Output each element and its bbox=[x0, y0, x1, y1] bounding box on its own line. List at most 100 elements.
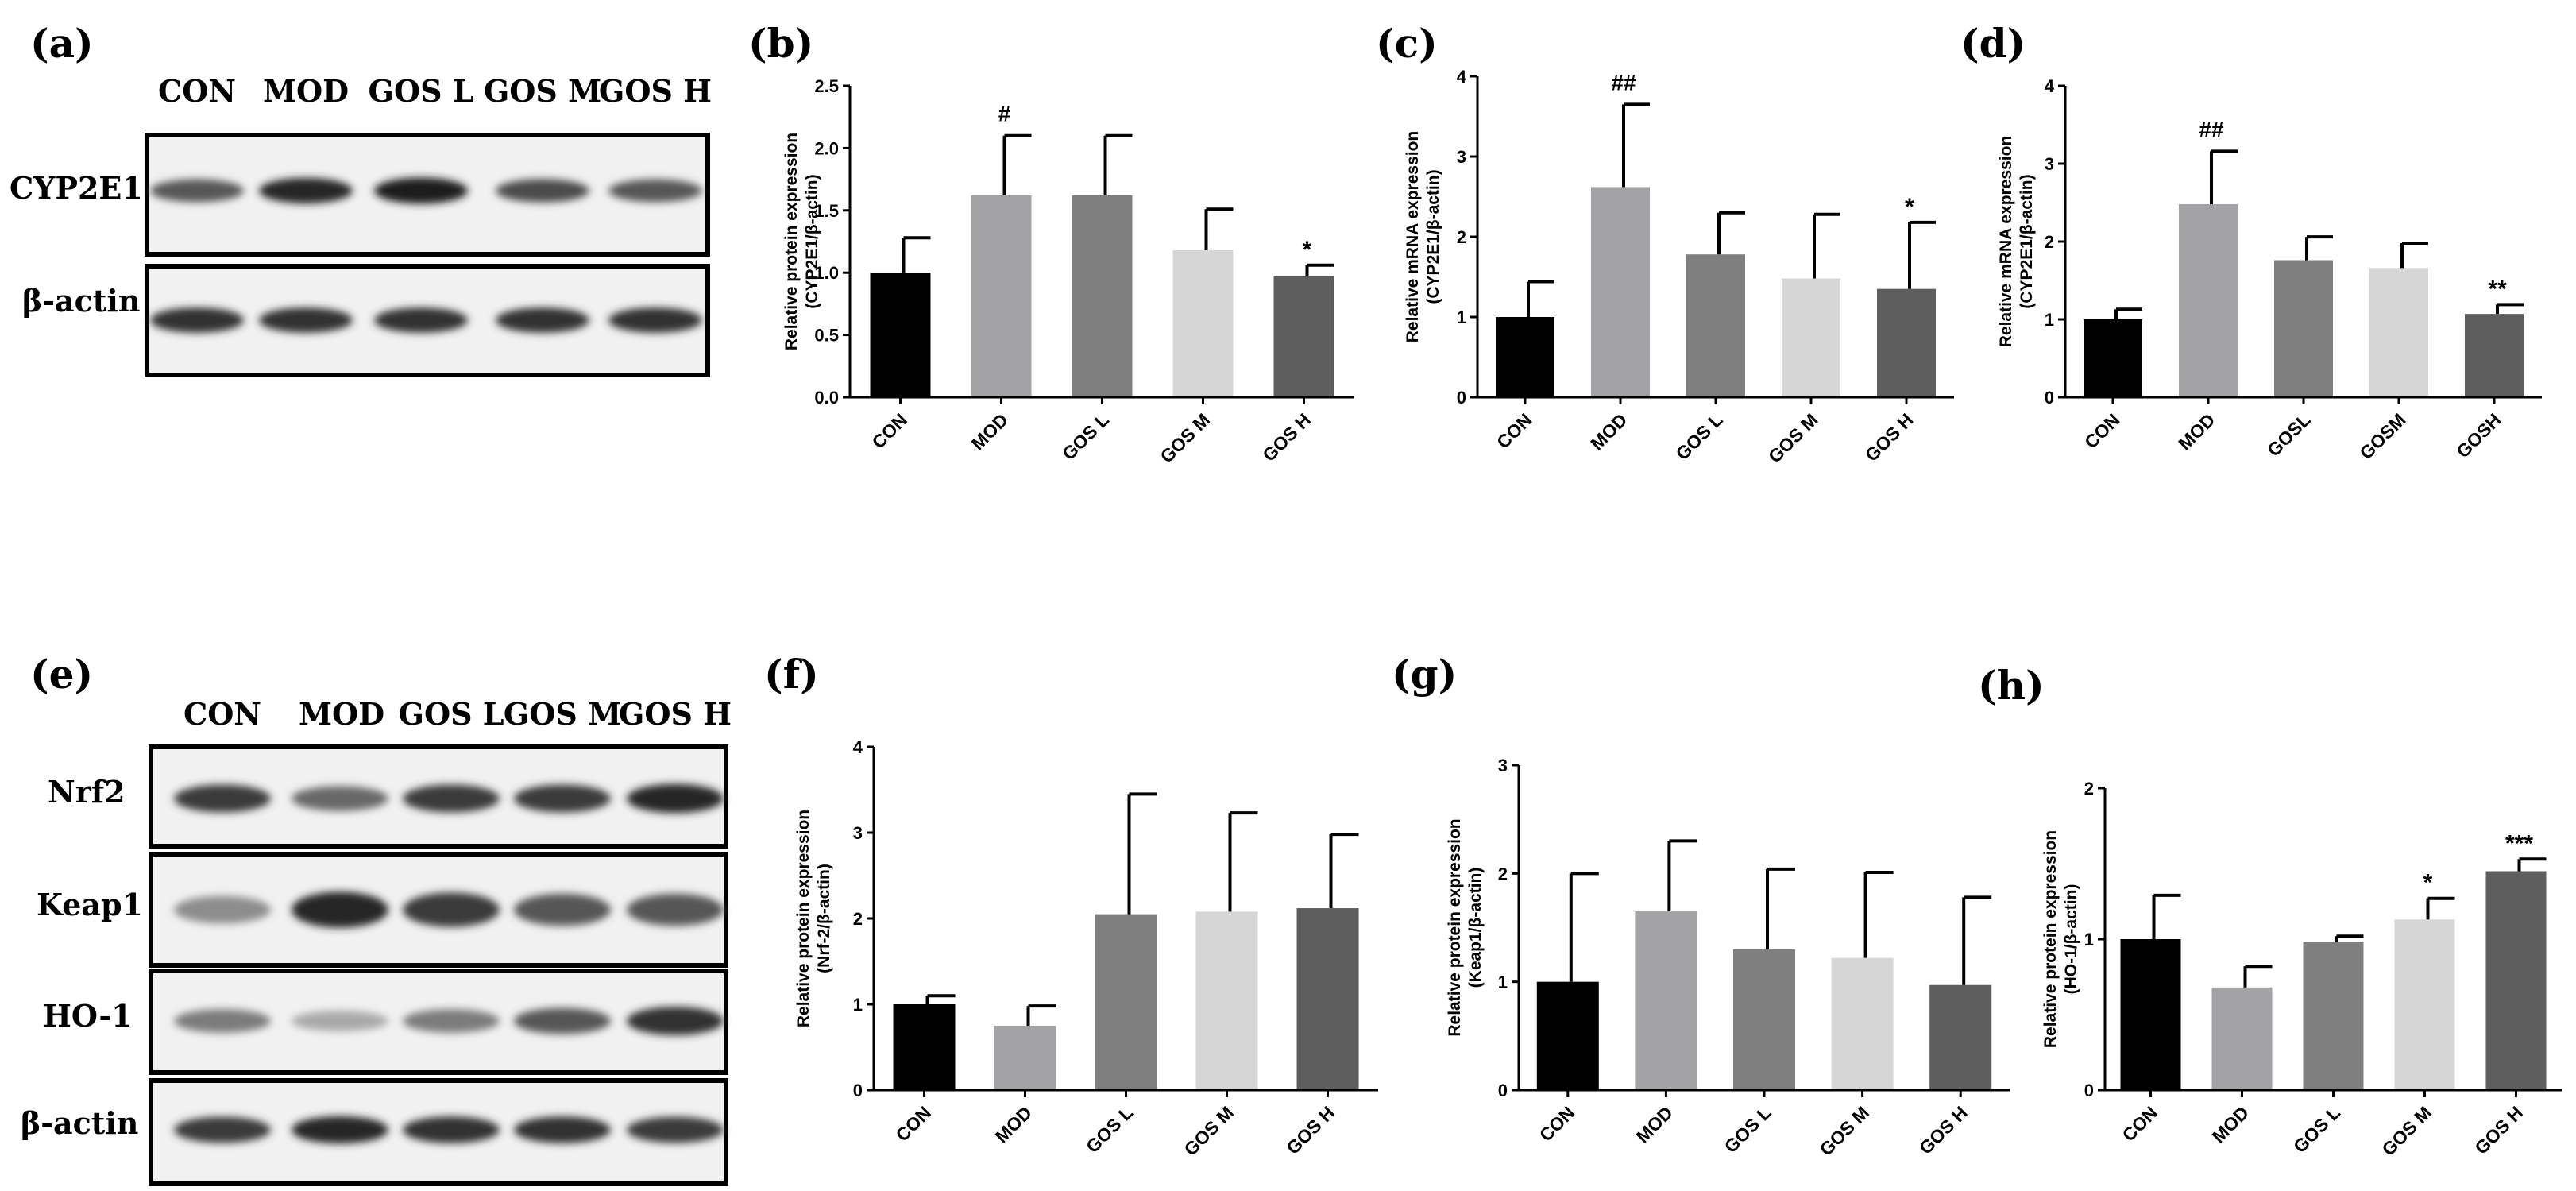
y-tick-label: 3 bbox=[1498, 756, 1508, 775]
x-tick-label: GOS M bbox=[1816, 1102, 1874, 1160]
bar bbox=[1929, 984, 1992, 1090]
bar bbox=[1072, 195, 1133, 397]
y-axis-title: (Nrf-2/β-actin) bbox=[815, 864, 833, 973]
bar bbox=[1296, 908, 1359, 1090]
x-tick-label: GOS M bbox=[1764, 409, 1822, 467]
bar bbox=[1782, 278, 1840, 397]
blot-band bbox=[174, 784, 271, 813]
x-tick-label: MOD bbox=[967, 409, 1012, 454]
chart-panel-c: (c) ## * 0 1 2 3 4 CON MOD GOS L GOS M GOS H Relative… bbox=[1376, 20, 1954, 467]
blot-band bbox=[608, 307, 702, 333]
blot-e-lane-label: GOS L bbox=[399, 696, 504, 732]
x-tick-label: GOS L bbox=[1672, 409, 1727, 464]
blot-row-label: β-actin bbox=[21, 1105, 138, 1141]
blot-band bbox=[150, 179, 244, 203]
bar bbox=[870, 273, 931, 397]
significance-label: ## bbox=[2199, 117, 2224, 141]
y-tick-label: 1.5 bbox=[814, 201, 839, 221]
blot-row-label: CYP2E1 bbox=[10, 170, 143, 206]
bar bbox=[2485, 871, 2547, 1090]
blot-e-lane-labels: CON MOD GOS L GOS M GOS H bbox=[183, 696, 732, 732]
y-axis-title: Relative protein expression bbox=[782, 133, 801, 350]
panel-label: (c) bbox=[1376, 20, 1438, 67]
blot-band bbox=[174, 1009, 271, 1033]
x-tick-label: MOD bbox=[1586, 409, 1631, 454]
blot-band bbox=[496, 307, 589, 333]
blot-band bbox=[403, 892, 500, 927]
x-tick-label: GOS H bbox=[1258, 409, 1315, 466]
y-axis-title: Relative protein expression bbox=[2041, 830, 2060, 1048]
x-tick-label: GOS L bbox=[1082, 1102, 1137, 1157]
x-tick-label: CON bbox=[2118, 1102, 2162, 1146]
x-tick-label: GOS H bbox=[2470, 1102, 2527, 1158]
significance-label: * bbox=[1905, 194, 1914, 220]
blot-band bbox=[627, 783, 724, 814]
significance-label: # bbox=[998, 102, 1011, 126]
blot-band bbox=[514, 784, 611, 813]
panel-label: (d) bbox=[1960, 20, 2026, 67]
y-tick-label: 0 bbox=[2084, 1081, 2094, 1100]
blot-band bbox=[174, 1116, 271, 1143]
blot-band bbox=[259, 307, 353, 333]
bar bbox=[1635, 911, 1697, 1090]
y-tick-label: 0 bbox=[1457, 388, 1466, 408]
x-tick-label: CON bbox=[891, 1102, 935, 1146]
blot-row-label: Nrf2 bbox=[48, 774, 126, 810]
y-tick-label: 3 bbox=[2045, 154, 2054, 174]
panel-label: (g) bbox=[1392, 651, 1457, 698]
blot-e-lane-label: GOS M bbox=[504, 696, 621, 732]
significance-label: * bbox=[1303, 237, 1312, 263]
x-tick-label: GOS L bbox=[2289, 1102, 2344, 1157]
y-tick-label: 0 bbox=[853, 1081, 863, 1100]
blot-panel-e: (e) CON MOD GOS L GOS M GOS H Nrf2 Keap1… bbox=[21, 651, 732, 1186]
y-tick-label: 2 bbox=[2045, 232, 2054, 252]
blot-band bbox=[496, 179, 589, 203]
bar bbox=[1195, 911, 1258, 1090]
bar bbox=[1733, 949, 1795, 1090]
x-tick-label: GOS M bbox=[1156, 409, 1214, 467]
blot-band bbox=[403, 1009, 500, 1033]
blot-band bbox=[374, 177, 468, 204]
x-tick-label: GOSH bbox=[2452, 409, 2505, 462]
x-tick-label: GOS M bbox=[2377, 1102, 2435, 1160]
blot-e-lane-label: CON bbox=[183, 696, 261, 732]
bar bbox=[1877, 288, 1936, 397]
x-tick-label: CON bbox=[2080, 409, 2124, 453]
blot-row-label: β-actin bbox=[22, 283, 140, 319]
bar bbox=[2303, 942, 2364, 1090]
bar bbox=[2120, 939, 2181, 1090]
bar bbox=[2394, 919, 2455, 1090]
bar bbox=[1095, 914, 1157, 1090]
x-tick-label: GOS M bbox=[1180, 1102, 1238, 1160]
bar bbox=[1536, 981, 1599, 1090]
y-tick-label: 3 bbox=[853, 823, 863, 843]
y-axis-title: (CYP2E1/β-actin) bbox=[803, 174, 821, 308]
panel-label-e: (e) bbox=[30, 651, 93, 698]
blot-a-lane-label: GOS H bbox=[599, 73, 712, 109]
x-tick-label: CON bbox=[1535, 1102, 1579, 1146]
panel-label: (h) bbox=[1978, 662, 2045, 709]
blot-panel-a: (a) CON MOD GOS L GOS M GOS H CYP2E1 β-a… bbox=[10, 20, 712, 377]
blot-band bbox=[292, 891, 388, 928]
bar bbox=[971, 195, 1032, 397]
x-tick-label: MOD bbox=[1632, 1102, 1677, 1147]
bar bbox=[2211, 987, 2273, 1090]
blot-band bbox=[150, 307, 244, 333]
blot-band bbox=[403, 784, 500, 813]
blot-band bbox=[627, 893, 724, 926]
bar bbox=[1591, 187, 1650, 397]
y-tick-label: 1 bbox=[853, 995, 863, 1015]
y-tick-label: 0 bbox=[2045, 388, 2054, 408]
significance-label: * bbox=[2423, 870, 2433, 896]
blot-band bbox=[514, 1116, 611, 1143]
y-tick-label: 3 bbox=[1457, 147, 1466, 167]
bar bbox=[893, 1004, 956, 1090]
x-tick-label: MOD bbox=[991, 1102, 1036, 1147]
y-tick-label: 1 bbox=[1498, 973, 1508, 992]
significance-label: ## bbox=[1611, 70, 1636, 95]
blot-row-label: HO-1 bbox=[43, 998, 133, 1034]
blot-band bbox=[292, 786, 388, 811]
bar bbox=[1831, 957, 1894, 1090]
blot-band bbox=[608, 179, 702, 203]
bar bbox=[1496, 317, 1554, 397]
